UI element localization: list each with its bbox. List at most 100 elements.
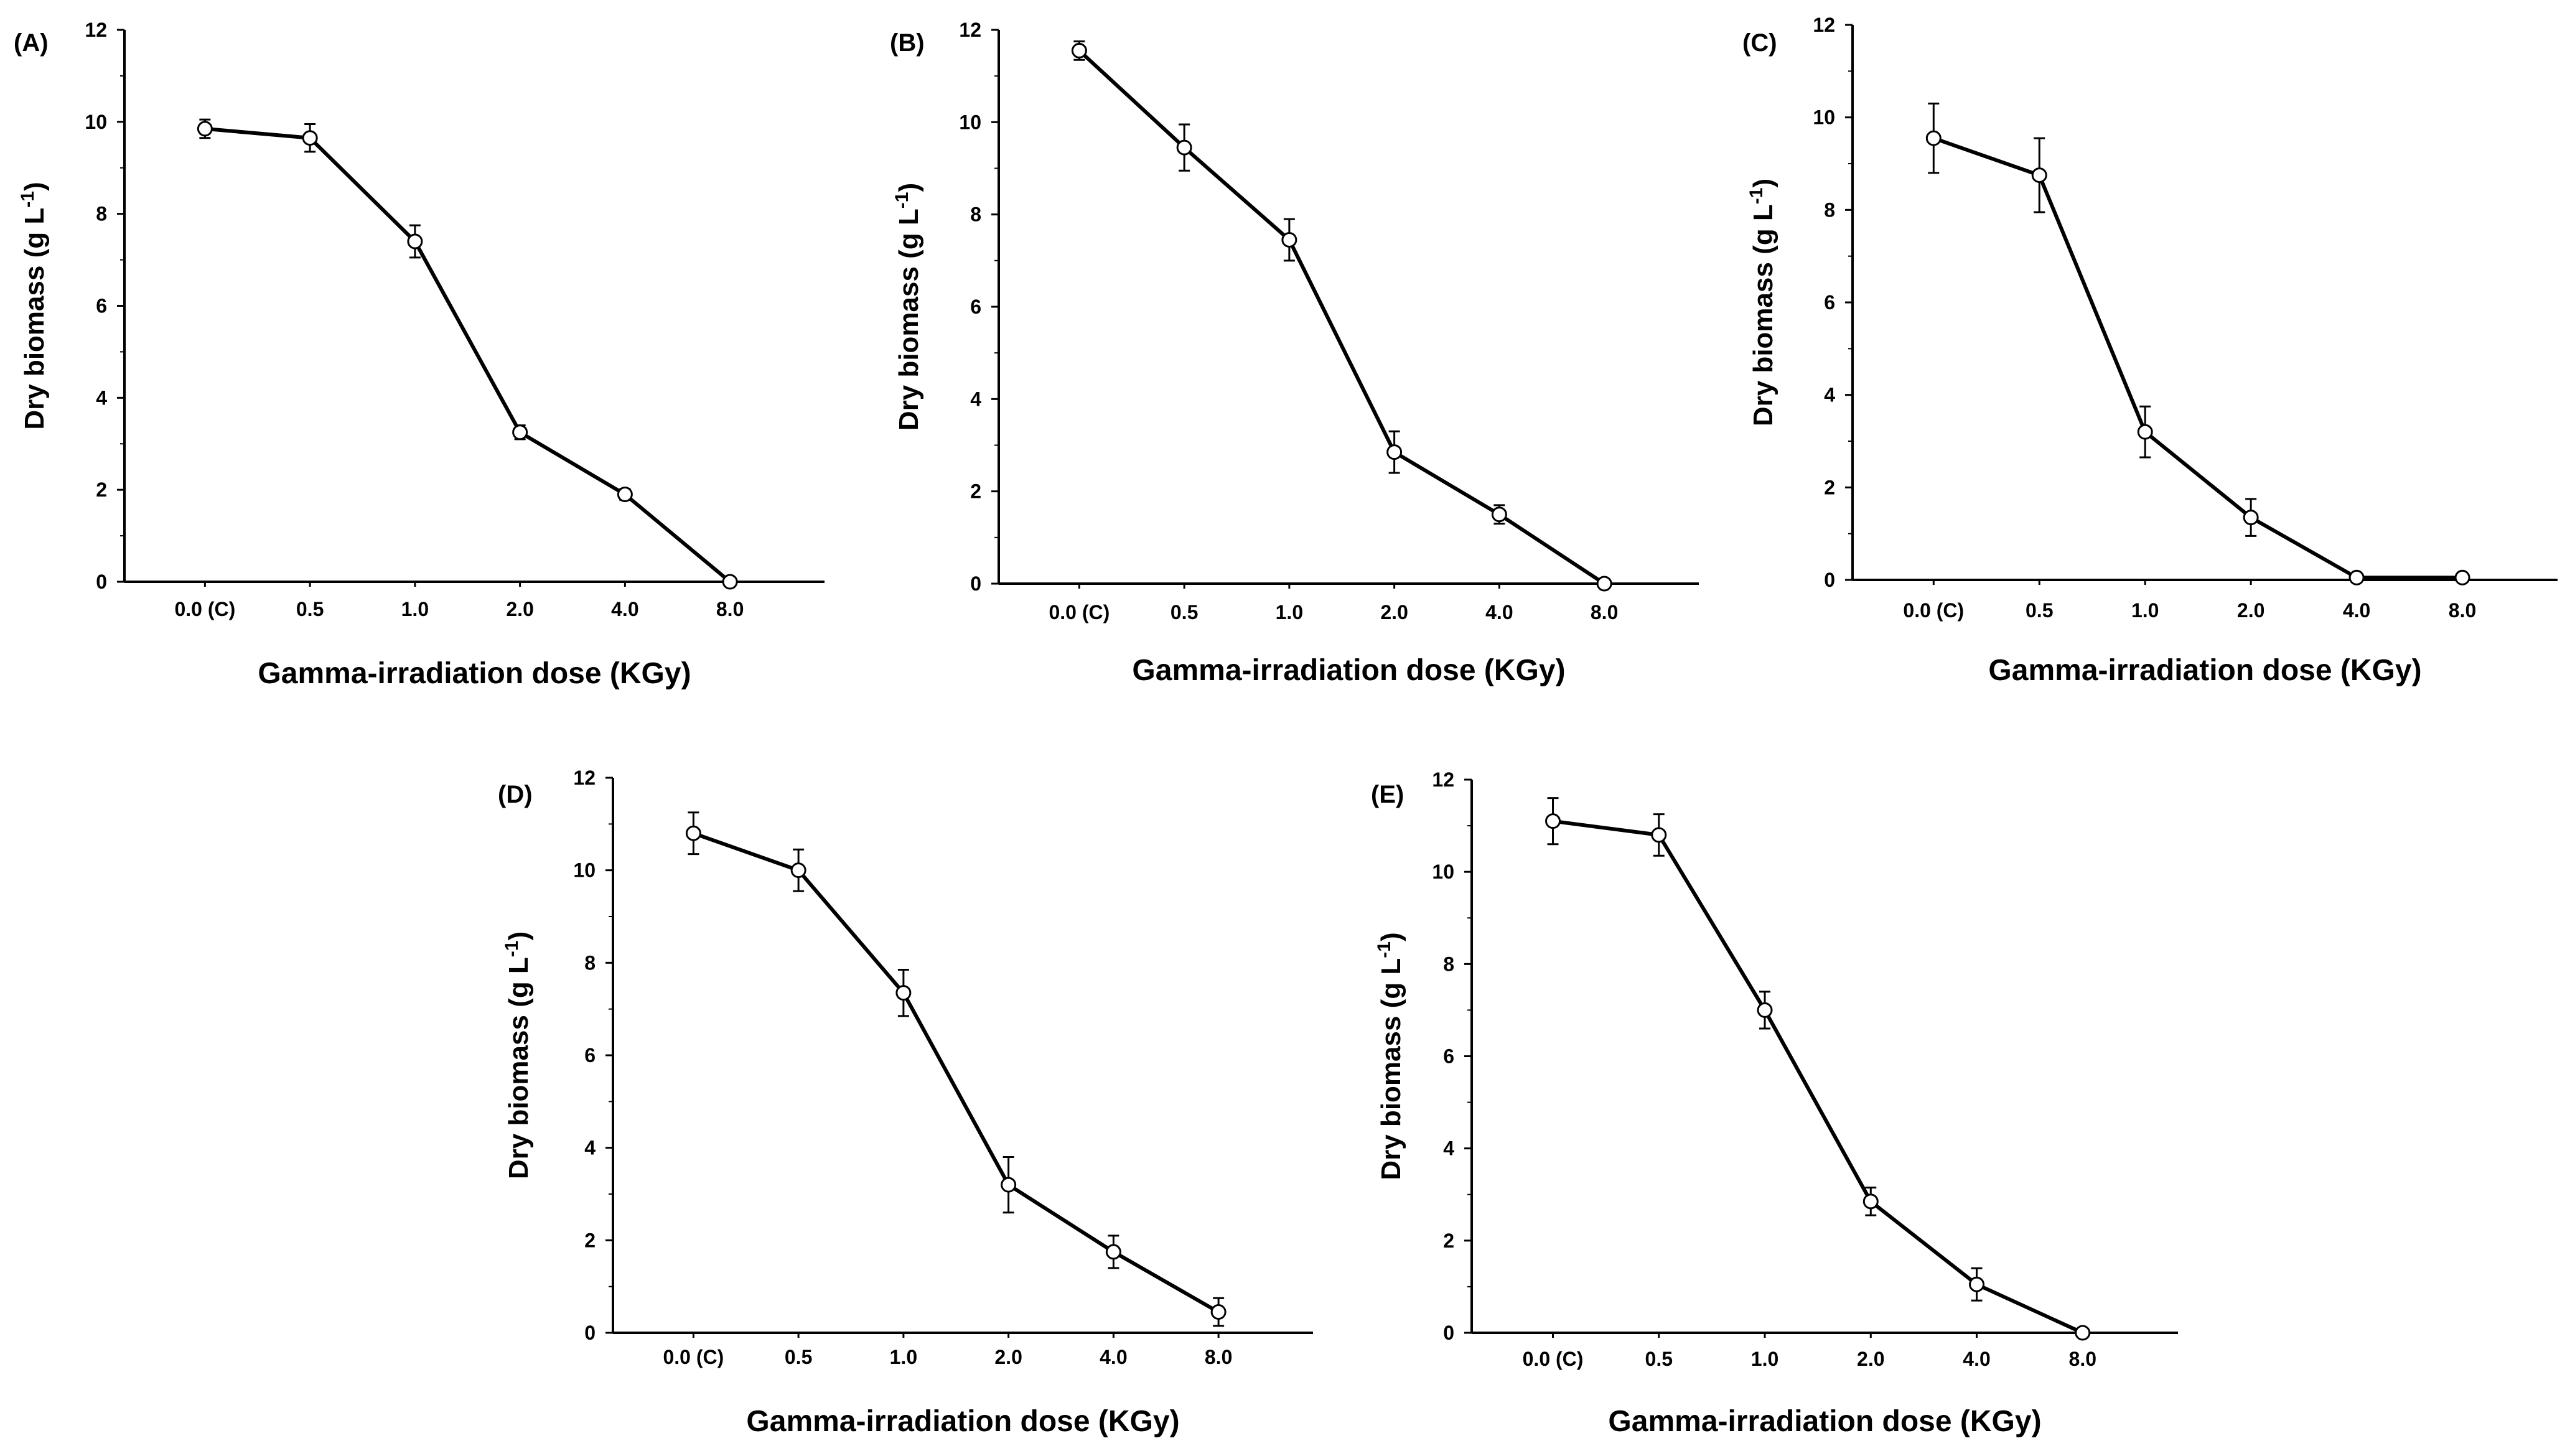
y-axis-title-close: ) — [894, 183, 924, 192]
data-point — [617, 487, 633, 503]
series-line — [1553, 819, 2084, 1335]
data-point — [1545, 813, 1561, 829]
data-point — [722, 574, 738, 590]
panel-label: (E) — [1371, 781, 1404, 808]
data-point — [2454, 569, 2470, 586]
x-axis-title: Gamma-irradiation dose (KGy) — [1988, 654, 2421, 687]
data-point — [1281, 231, 1297, 248]
panel-label: (D) — [498, 781, 533, 808]
series-line — [1933, 136, 2462, 580]
data-point — [1596, 576, 1612, 592]
x-tick-label: 1.0 — [1751, 1348, 1778, 1370]
y-tick-label: 0 — [584, 1322, 596, 1344]
x-tick-label: 1.0 — [401, 598, 429, 620]
y-tick-label: 6 — [970, 296, 981, 318]
data-point — [2243, 510, 2259, 526]
y-tick-label: 8 — [96, 203, 107, 225]
y-axis-title: Dry biomass (g L-1) — [502, 931, 534, 1179]
chart-panel-d: 0 2 4 6 8 10 12 0.0 (C) 0.5 1.0 2.0 4.0 8.0 Gamma-irr… — [498, 767, 1313, 1438]
x-tick-label: 0.0 (C) — [1523, 1348, 1584, 1370]
x-tick-label: 8.0 — [1205, 1346, 1232, 1368]
y-axis-title-sup: -1 — [892, 192, 912, 209]
y-tick-label: 12 — [1432, 768, 1454, 791]
data-point — [1001, 1177, 1017, 1193]
y-tick-label: 2 — [584, 1229, 596, 1251]
y-axis-title-main: Dry biomass (g L — [19, 208, 50, 430]
series-line — [1078, 49, 1605, 586]
data-point — [895, 985, 912, 1001]
y-axis-title-sup: -1 — [1374, 941, 1395, 958]
x-tick-label: 8.0 — [2449, 599, 2476, 622]
x-tick-label: 0.5 — [1645, 1348, 1673, 1370]
x-tick-label: 2.0 — [1380, 601, 1408, 623]
chart-panel-c: 0 2 4 6 8 10 12 0.0 (C) 0.5 1.0 2.0 4.0 8.0 Gamma-irr… — [1742, 14, 2558, 687]
y-tick-label: 0 — [96, 571, 107, 593]
y-tick-label: 4 — [1443, 1137, 1454, 1160]
y-tick-label: 2 — [96, 478, 107, 501]
y-tick-label: 8 — [970, 203, 981, 226]
series-line — [693, 831, 1220, 1314]
y-tick-label: 10 — [85, 111, 107, 133]
y-tick-label: 8 — [1443, 953, 1454, 975]
data-point — [1210, 1304, 1227, 1320]
data-point — [197, 121, 213, 137]
series-line — [205, 126, 732, 584]
x-tick-label: 4.0 — [1963, 1348, 1990, 1370]
x-tick-label: 0.0 (C) — [174, 598, 235, 620]
x-tick-label: 0.5 — [1171, 601, 1198, 623]
y-tick-label: 0 — [1824, 569, 1835, 591]
x-tick-label: 0.5 — [2026, 599, 2053, 622]
data-point — [2031, 167, 2047, 184]
data-point — [407, 233, 423, 250]
x-tick-label: 1.0 — [2131, 599, 2159, 622]
data-point — [512, 424, 528, 441]
x-tick-label: 0.5 — [296, 598, 324, 620]
y-tick-label: 12 — [85, 19, 107, 41]
x-tick-label: 0.0 (C) — [1049, 601, 1110, 623]
data-point — [2075, 1325, 2091, 1341]
data-point — [1491, 506, 1507, 523]
x-tick-label: 2.0 — [506, 598, 533, 620]
y-tick-label: 10 — [1813, 106, 1835, 129]
y-tick-label: 4 — [970, 388, 981, 410]
x-tick-label: 4.0 — [1485, 601, 1513, 623]
x-tick-label: 4.0 — [2343, 599, 2370, 622]
y-axis-title-close: ) — [19, 182, 50, 191]
x-tick-label: 1.0 — [890, 1346, 917, 1368]
data-point — [1862, 1193, 1879, 1210]
y-axis-title-close: ) — [503, 931, 534, 941]
x-tick-label: 8.0 — [1591, 601, 1618, 623]
y-tick-label: 4 — [1824, 384, 1835, 406]
x-tick-label: 0.5 — [785, 1346, 812, 1368]
y-axis-title-main: Dry biomass (g L — [1748, 204, 1778, 426]
y-tick-label: 10 — [1432, 861, 1454, 883]
y-tick-label: 12 — [959, 19, 981, 41]
data-point — [1386, 444, 1403, 460]
y-tick-label: 8 — [1824, 198, 1835, 221]
y-axis-title-close: ) — [1748, 179, 1778, 188]
data-point — [1925, 130, 1942, 146]
data-point — [1969, 1276, 1985, 1292]
data-point — [1176, 139, 1192, 156]
x-tick-label: 2.0 — [2237, 599, 2264, 622]
y-tick-label: 6 — [1824, 291, 1835, 314]
x-axis-title: Gamma-irradiation dose (KGy) — [746, 1405, 1179, 1438]
x-tick-label: 1.0 — [1276, 601, 1303, 623]
x-tick-label: 8.0 — [716, 598, 744, 620]
data-point — [685, 825, 701, 841]
panel-label: (A) — [14, 29, 49, 57]
x-tick-label: 0.0 (C) — [663, 1346, 724, 1368]
y-axis-title-sup: -1 — [1746, 188, 1767, 205]
y-tick-label: 4 — [96, 386, 107, 409]
y-tick-label: 2 — [1824, 476, 1835, 498]
y-tick-label: 10 — [573, 859, 596, 882]
x-axis-title: Gamma-irradiation dose (KGy) — [1608, 1405, 2041, 1438]
data-point — [2137, 424, 2153, 440]
y-axis-title-sup: -1 — [17, 191, 38, 208]
y-tick-label: 12 — [1813, 14, 1835, 36]
data-point — [1071, 42, 1087, 58]
data-point — [1651, 827, 1667, 843]
y-tick-label: 8 — [584, 951, 596, 974]
y-tick-label: 6 — [1443, 1045, 1454, 1068]
